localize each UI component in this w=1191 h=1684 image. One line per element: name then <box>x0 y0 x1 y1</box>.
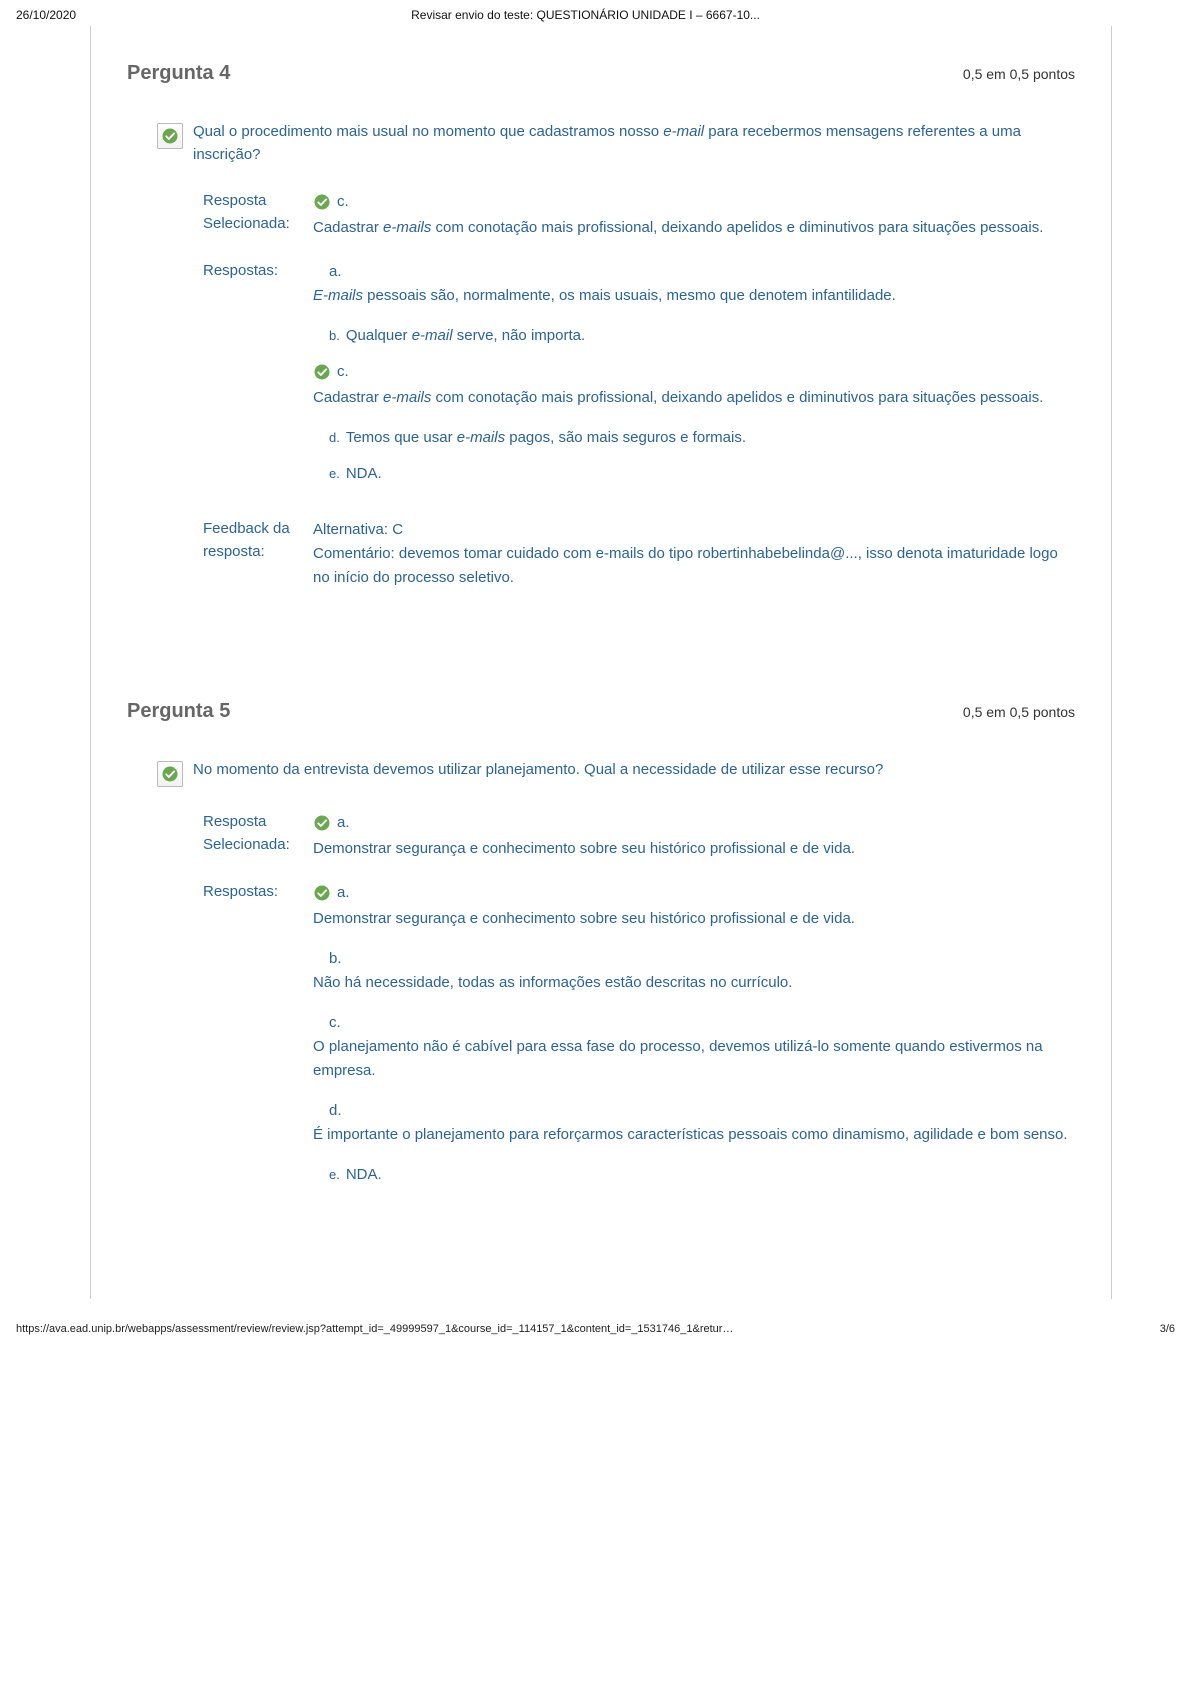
selected-answer-row: Resposta Selecionada: c. Cadastrar e-mai… <box>203 190 1075 240</box>
page-footer: https://ava.ead.unip.br/webapps/assessme… <box>0 1319 1191 1343</box>
option-c: c. Cadastrar e-mails com conotação mais … <box>313 360 1075 410</box>
option-a: a. Demonstrar segurança e conhecimento s… <box>313 881 1075 931</box>
selected-answer-body: c. Cadastrar e-mails com conotação mais … <box>313 190 1075 240</box>
selected-answer-row: Resposta Selecionada: a. Demonstrar segu… <box>203 811 1075 861</box>
question-block: Pergunta 4 0,5 em 0,5 pontos Qual o proc… <box>91 26 1111 690</box>
answers-row: Respostas: a. Demonstrar segurança e con… <box>203 881 1075 1199</box>
option-b: b. Qualquer e-mail serve, não importa. <box>329 324 1075 348</box>
question-block: Pergunta 5 0,5 em 0,5 pontos No momento … <box>91 690 1111 1299</box>
answers-body: a. Demonstrar segurança e conhecimento s… <box>313 881 1075 1199</box>
content-wrapper: Pergunta 4 0,5 em 0,5 pontos Qual o proc… <box>90 26 1111 1299</box>
question-title: Pergunta 5 <box>127 700 230 723</box>
correct-icon <box>157 123 183 149</box>
header-title: Revisar envio do teste: QUESTIONÁRIO UNI… <box>76 8 1095 22</box>
option-d: d. Temos que usar e-mails pagos, são mai… <box>329 426 1075 450</box>
question-title: Pergunta 4 <box>127 62 230 85</box>
footer-page: 3/6 <box>1160 1323 1175 1335</box>
option-b: b. Não há necessidade, todas as informaç… <box>313 947 1075 995</box>
question-prompt: Qual o procedimento mais usual no moment… <box>193 121 1075 166</box>
feedback-row: Feedback da resposta: Alternativa: C Com… <box>203 518 1075 590</box>
check-icon <box>313 884 331 902</box>
check-icon <box>313 363 331 381</box>
answers-label: Respostas: <box>203 881 313 904</box>
option-d: d. É importante o planejamento para refo… <box>313 1099 1075 1147</box>
footer-url: https://ava.ead.unip.br/webapps/assessme… <box>16 1323 733 1335</box>
check-icon <box>313 193 331 211</box>
question-prompt-row: No momento da entrevista devemos utiliza… <box>157 759 1075 787</box>
question-prompt: No momento da entrevista devemos utiliza… <box>193 759 883 782</box>
option-e: e. NDA. <box>329 462 1075 486</box>
question-points: 0,5 em 0,5 pontos <box>963 704 1075 720</box>
option-c: c. O planejamento não é cabível para ess… <box>313 1011 1075 1083</box>
header-date: 26/10/2020 <box>16 8 76 22</box>
answer-section: Resposta Selecionada: c. Cadastrar e-mai… <box>203 190 1075 590</box>
check-icon <box>313 814 331 832</box>
question-header: Pergunta 5 0,5 em 0,5 pontos <box>127 700 1075 723</box>
answer-section: Resposta Selecionada: a. Demonstrar segu… <box>203 811 1075 1199</box>
option-a: a. E-mails pessoais são, normalmente, os… <box>313 260 1075 308</box>
question-header: Pergunta 4 0,5 em 0,5 pontos <box>127 62 1075 85</box>
feedback-body: Alternativa: C Comentário: devemos tomar… <box>313 518 1075 590</box>
option-e: e. NDA. <box>329 1163 1075 1187</box>
question-points: 0,5 em 0,5 pontos <box>963 66 1075 82</box>
selected-answer-body: a. Demonstrar segurança e conhecimento s… <box>313 811 1075 861</box>
answers-label: Respostas: <box>203 260 313 283</box>
question-prompt-row: Qual o procedimento mais usual no moment… <box>157 121 1075 166</box>
selected-answer-label: Resposta Selecionada: <box>203 190 313 235</box>
correct-icon <box>157 761 183 787</box>
feedback-label: Feedback da resposta: <box>203 518 313 563</box>
selected-answer-label: Resposta Selecionada: <box>203 811 313 856</box>
answers-body: a. E-mails pessoais são, normalmente, os… <box>313 260 1075 498</box>
page-header: 26/10/2020 Revisar envio do teste: QUEST… <box>0 0 1191 26</box>
answers-row: Respostas: a. E-mails pessoais são, norm… <box>203 260 1075 498</box>
